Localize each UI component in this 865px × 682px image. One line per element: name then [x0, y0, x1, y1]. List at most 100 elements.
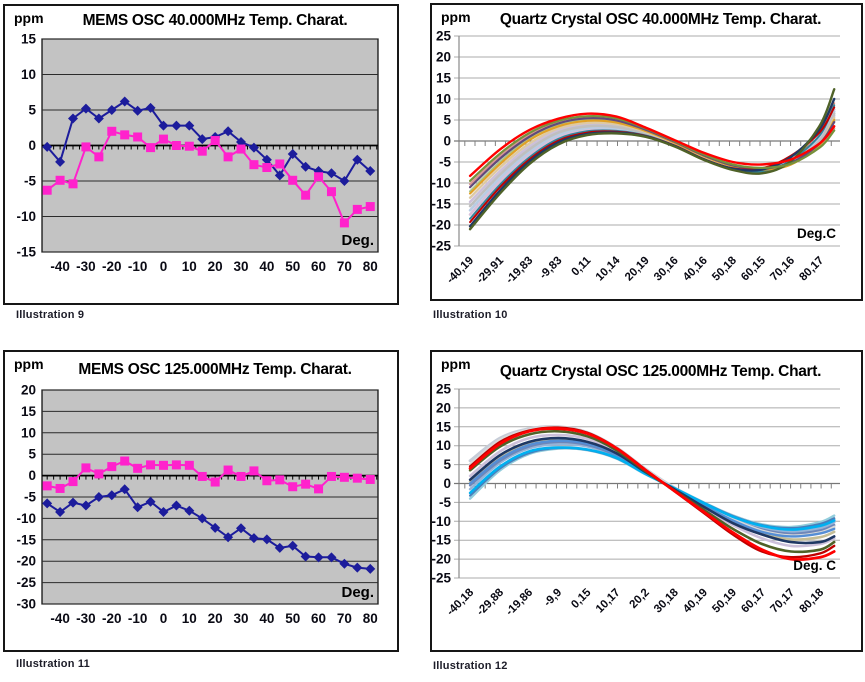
- x-axis-unit-label: Deg. C: [793, 558, 836, 573]
- square-marker: [249, 160, 259, 170]
- diamond-marker: [132, 502, 143, 513]
- x-tick-label: 30: [233, 259, 248, 274]
- diamond-marker: [352, 562, 363, 573]
- y-tick-label: -15: [432, 197, 451, 212]
- chart-mems-40mhz: ppm MEMS OSC 40.000MHz Temp. Charat. -15…: [3, 4, 399, 305]
- chart-title: MEMS OSC 40.000MHz Temp. Charat.: [82, 12, 348, 29]
- diamond-marker: [274, 170, 285, 181]
- square-marker: [365, 474, 375, 484]
- series-5: [468, 447, 836, 529]
- x-tick-label: 30,18: [652, 586, 681, 615]
- square-marker: [288, 175, 298, 185]
- square-marker: [184, 141, 194, 151]
- x-tick-label: 10: [182, 259, 197, 274]
- x-tick-label: 0,15: [569, 586, 594, 611]
- square-marker: [288, 482, 298, 492]
- square-marker: [184, 460, 194, 470]
- x-tick-label: 70,17: [768, 587, 797, 616]
- x-tick-label: 50,18: [710, 254, 739, 283]
- x-tick-label: 30,16: [652, 255, 681, 284]
- series-13: [468, 88, 836, 231]
- y-tick-label: -15: [432, 533, 451, 548]
- y-tick-label: -10: [432, 514, 451, 529]
- diamond-marker: [171, 120, 182, 131]
- y-axis-unit-label: ppm: [441, 9, 471, 25]
- diamond-marker: [145, 496, 156, 507]
- diamond-marker: [42, 498, 53, 509]
- square-marker: [55, 483, 65, 493]
- square-marker: [107, 462, 117, 472]
- y-tick-label: -20: [432, 552, 451, 567]
- diamond-marker: [287, 149, 298, 160]
- plot-area: -25 -20 -15 -10 -5 0 5 10 15 20 25 -40,18-29,88-19,…: [432, 382, 840, 618]
- y-tick-label: 15: [436, 71, 452, 86]
- x-tick-label: 60,15: [739, 254, 768, 283]
- diamond-marker: [236, 523, 247, 534]
- y-tick-label: 5: [28, 447, 36, 462]
- x-tick-label: 20,19: [623, 255, 652, 284]
- square-marker: [326, 187, 336, 197]
- x-tick-label: 60,17: [739, 587, 768, 616]
- x-tick-label: 40: [259, 259, 274, 274]
- x-axis-unit-label: Deg.: [341, 232, 374, 249]
- y-tick-label: 5: [28, 103, 36, 118]
- square-marker: [158, 460, 168, 470]
- diamond-marker: [352, 154, 363, 165]
- plot-area: -30 -25 -20 -15 -10 -5 0 5 10 15 20 -40 -30 -20 -10 0 10…: [16, 383, 379, 626]
- x-axis-unit-label: Deg.C: [797, 226, 836, 241]
- x-tick-label: -30: [76, 611, 96, 626]
- square-marker: [301, 190, 311, 200]
- y-tick-label: 10: [436, 92, 451, 107]
- y-tick-label: 0: [28, 138, 36, 153]
- square-marker: [197, 146, 207, 156]
- y-tick-label: -10: [16, 209, 36, 224]
- x-tick-label: -20: [102, 611, 122, 626]
- square-marker: [339, 472, 349, 482]
- x-tick-label: 50: [285, 611, 300, 626]
- x-tick-label: 50: [285, 259, 300, 274]
- x-tick-label: 50,19: [710, 587, 739, 616]
- diamond-marker: [300, 161, 311, 172]
- y-tick-label: 20: [436, 50, 451, 65]
- chart-mems-125mhz: ppm MEMS OSC 125.000MHz Temp. Charat. -3…: [3, 350, 399, 652]
- y-tick-label: 20: [436, 400, 451, 415]
- square-marker: [275, 475, 285, 485]
- diamond-marker: [223, 532, 234, 543]
- series-reference: [42, 456, 375, 494]
- x-tick-label: -29,91: [475, 254, 507, 286]
- square-marker: [171, 460, 181, 470]
- diamond-marker: [300, 551, 311, 562]
- diamond-marker: [106, 105, 117, 115]
- square-marker: [146, 460, 156, 470]
- x-tick-label: -20: [102, 259, 122, 274]
- square-marker: [68, 179, 78, 189]
- plot-area: -25 -20 -15 -10 -5 0 5 10 15 20 25 -40,19-29,91-19,…: [432, 29, 840, 286]
- diamond-marker: [80, 500, 91, 511]
- y-tick-label: 15: [21, 32, 37, 47]
- square-marker: [81, 142, 91, 152]
- diamond-marker: [145, 102, 156, 113]
- y-tick-label: -20: [432, 218, 451, 233]
- chart-caption: Illustration 10: [433, 309, 508, 321]
- square-marker: [314, 172, 324, 182]
- square-marker: [197, 471, 207, 481]
- diamond-marker: [158, 506, 169, 517]
- y-axis-unit-label: ppm: [14, 10, 44, 26]
- x-tick-label: 60: [311, 611, 326, 626]
- diamond-marker: [132, 105, 143, 116]
- y-tick-label: -20: [16, 554, 36, 569]
- series-15: [468, 112, 836, 178]
- diamond-marker: [274, 542, 285, 553]
- square-marker: [55, 175, 65, 185]
- diamond-marker: [119, 484, 130, 495]
- square-marker: [236, 144, 246, 154]
- x-tick-label: 40,19: [681, 587, 710, 616]
- x-tick-label: 10,17: [594, 587, 623, 616]
- diamond-marker: [68, 497, 79, 508]
- x-tick-label: 60: [311, 259, 326, 274]
- x-tick-label: 40: [259, 611, 274, 626]
- square-marker: [339, 218, 349, 228]
- y-tick-label: 10: [21, 67, 36, 82]
- diamond-marker: [365, 563, 376, 574]
- square-marker: [352, 204, 362, 214]
